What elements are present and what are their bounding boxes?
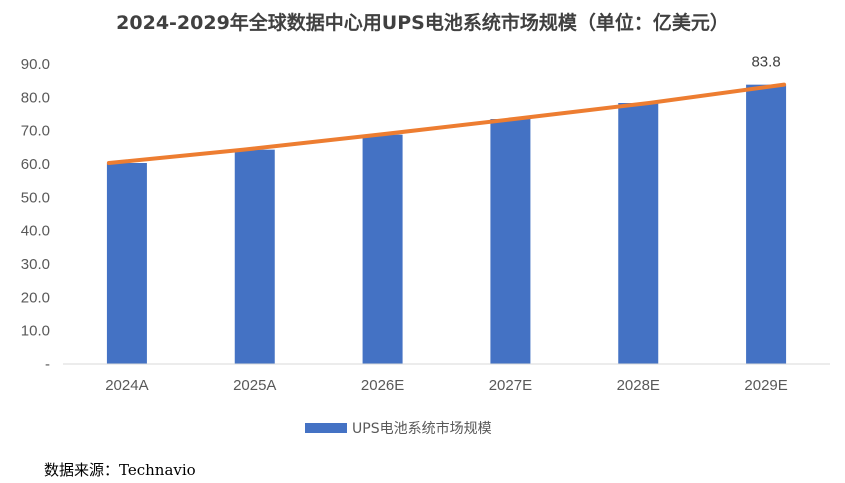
bar (106, 163, 147, 364)
y-tick-label: 70.0 (21, 123, 50, 140)
y-tick-label: - (45, 356, 50, 373)
bar (490, 119, 531, 364)
trend-line (106, 82, 787, 165)
data-labels: 83.8 (751, 54, 780, 71)
y-tick-label: 80.0 (21, 89, 50, 106)
x-axis-ticks: 2024A 2025A 2026E 2027E 2028E 2029E (105, 377, 788, 394)
x-tick-label: 2027E (489, 377, 532, 394)
bar (362, 134, 403, 364)
bar (618, 103, 659, 364)
legend-swatch (305, 423, 347, 433)
x-tick-label: 2025A (233, 377, 276, 394)
chart-title: 2024-2029年全球数据中心用UPS电池系统市场规模（单位：亿美元） (116, 12, 729, 34)
y-tick-label: 50.0 (21, 189, 50, 206)
bar (746, 84, 787, 365)
y-tick-label: 40.0 (21, 223, 50, 240)
y-tick-label: 20.0 (21, 289, 50, 306)
x-tick-label: 2029E (744, 377, 787, 394)
source-note: 数据来源：Technavio (44, 461, 196, 479)
y-tick-label: 30.0 (21, 256, 50, 273)
legend: UPS电池系统市场规模 (305, 420, 492, 437)
x-tick-label: 2024A (105, 377, 148, 394)
y-tick-label: 90.0 (21, 56, 50, 73)
data-label: 83.8 (751, 54, 780, 71)
y-tick-label: 10.0 (21, 323, 50, 340)
bar (234, 149, 275, 364)
legend-label: UPS电池系统市场规模 (352, 420, 492, 437)
y-axis-ticks: - 10.0 20.0 30.0 40.0 50.0 60.0 70.0 80.0 90.0 (21, 56, 50, 373)
bars (106, 84, 787, 365)
x-tick-label: 2026E (361, 377, 404, 394)
x-tick-label: 2028E (617, 377, 660, 394)
y-tick-label: 60.0 (21, 156, 50, 173)
